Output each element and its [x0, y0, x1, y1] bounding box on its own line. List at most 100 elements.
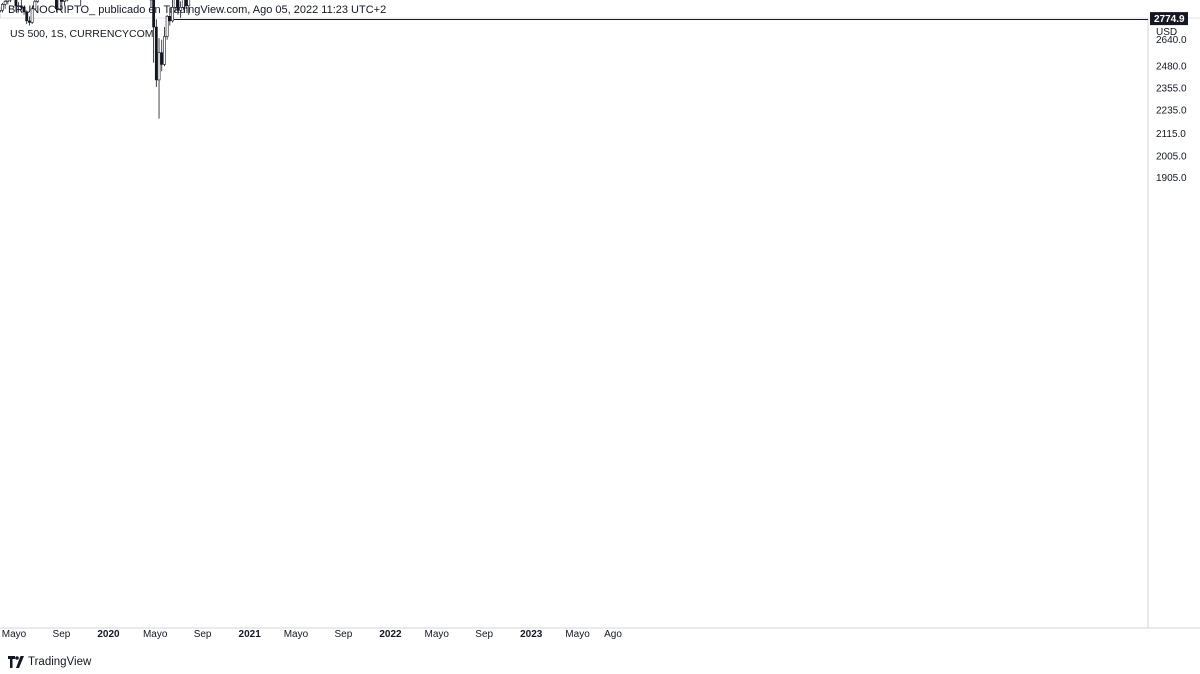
candle	[36, 0, 39, 3]
candle	[14, 0, 18, 12]
candle-body	[30, 8, 34, 23]
candle	[25, 10, 29, 24]
price-tick-label: 2355.0	[1156, 83, 1187, 94]
price-tick-label: 1905.0	[1156, 173, 1187, 184]
candle-body	[154, 26, 158, 81]
chart-area[interactable]: USD 6400.06000.05600.05200.04800.04400.0…	[0, 0, 1200, 650]
candle	[80, 0, 82, 6]
price-axis-ticks: 6400.06000.05600.05200.04800.04400.03900…	[1156, 35, 1187, 184]
level-label: 2774.9	[1154, 14, 1185, 25]
time-tick-label: Sep	[194, 629, 212, 640]
candle	[168, 7, 172, 26]
time-tick-label: Mayo	[2, 629, 27, 640]
time-tick-label: 2022	[379, 629, 402, 640]
time-tick-label: 2021	[239, 629, 262, 640]
time-tick-label: Mayo	[143, 629, 168, 640]
candle-body	[168, 16, 172, 22]
candle-body	[179, 7, 183, 11]
candle	[3, 0, 7, 9]
candle-body	[173, 0, 177, 8]
candle-body	[152, 0, 156, 28]
price-tick-label: 2235.0	[1156, 106, 1187, 117]
time-tick-label: Sep	[335, 629, 353, 640]
candle	[17, 2, 21, 13]
candle	[55, 0, 58, 12]
candle-body	[60, 0, 64, 2]
candle	[65, 0, 69, 2]
candle	[57, 0, 61, 11]
candle-body	[171, 7, 174, 22]
candle-body	[63, 0, 66, 2]
candle	[1, 2, 4, 13]
candle-body	[57, 0, 61, 10]
candle-body	[6, 0, 10, 2]
candle-body	[157, 52, 161, 81]
candle	[6, 0, 10, 5]
time-tick-label: Sep	[475, 629, 493, 640]
time-tick-label: 2023	[520, 629, 543, 640]
candle	[9, 0, 12, 3]
candle	[154, 19, 158, 88]
candle-body	[1, 4, 4, 11]
level-lines-layer	[169, 19, 1148, 20]
candle-body	[14, 0, 18, 7]
candle	[184, 0, 188, 9]
candle-body	[163, 36, 166, 65]
candles-layer	[0, 0, 191, 119]
candle-body	[17, 5, 21, 7]
time-axis-ticks: Mayo Sep 2020 Mayo Sep 2021 Mayo Sep 2022 Mayo Sep…	[2, 629, 623, 640]
candle	[173, 0, 177, 12]
candle	[176, 0, 180, 15]
level-labels-layer: 4631.74511.04207.34065.53460.43276.32951…	[1150, 12, 1188, 26]
time-tick-label: 2020	[97, 629, 120, 640]
candle-body	[25, 11, 29, 22]
symbol-label: US 500, 1S, CURRENCYCOM	[10, 28, 154, 40]
candle	[28, 16, 31, 26]
time-tick-label: Sep	[53, 629, 71, 640]
candle	[160, 39, 164, 72]
price-tick-label: 2640.0	[1156, 35, 1187, 46]
time-tick-label: Mayo	[565, 629, 590, 640]
candle	[30, 7, 34, 24]
publisher-line: BRUNOCRIPTO_ publicado en TradingView.co…	[8, 4, 387, 16]
tradingview-logo-icon[interactable]	[8, 656, 24, 668]
price-tick-label: 2005.0	[1156, 151, 1187, 162]
candle	[187, 0, 191, 15]
candle	[149, 0, 153, 8]
candle-body	[55, 0, 58, 10]
price-tick-label: 2115.0	[1156, 129, 1186, 140]
currency-label: USD	[1156, 27, 1177, 38]
candle-body	[181, 0, 185, 8]
time-tick-label: Mayo	[284, 629, 309, 640]
candle-body	[22, 7, 26, 13]
candle-body	[3, 1, 7, 5]
candle-body	[187, 0, 191, 7]
candle	[157, 38, 161, 119]
candle-body	[0, 9, 2, 13]
candle-body	[19, 5, 23, 8]
candle	[163, 27, 166, 67]
candle	[19, 0, 23, 11]
candle	[179, 1, 183, 18]
tradingview-brand[interactable]: TradingView	[28, 656, 92, 668]
candle	[60, 0, 64, 11]
candle-body	[160, 52, 164, 65]
candle-body	[36, 0, 39, 2]
candle	[152, 0, 156, 63]
time-tick-label: Ago	[604, 629, 622, 640]
time-tick-label: Mayo	[425, 629, 450, 640]
candle	[22, 5, 26, 15]
level-label-box	[1150, 12, 1188, 26]
candle	[181, 0, 185, 11]
candle-body	[33, 1, 37, 10]
candle	[63, 0, 66, 6]
candle-body	[165, 16, 169, 37]
candle	[33, 0, 37, 11]
footer: TradingView	[0, 650, 1200, 674]
candle	[165, 14, 169, 40]
candle-body	[184, 0, 188, 7]
price-tick-label: 2480.0	[1156, 62, 1187, 73]
candle	[171, 0, 174, 23]
candle	[0, 7, 2, 18]
candle-body	[28, 20, 31, 23]
